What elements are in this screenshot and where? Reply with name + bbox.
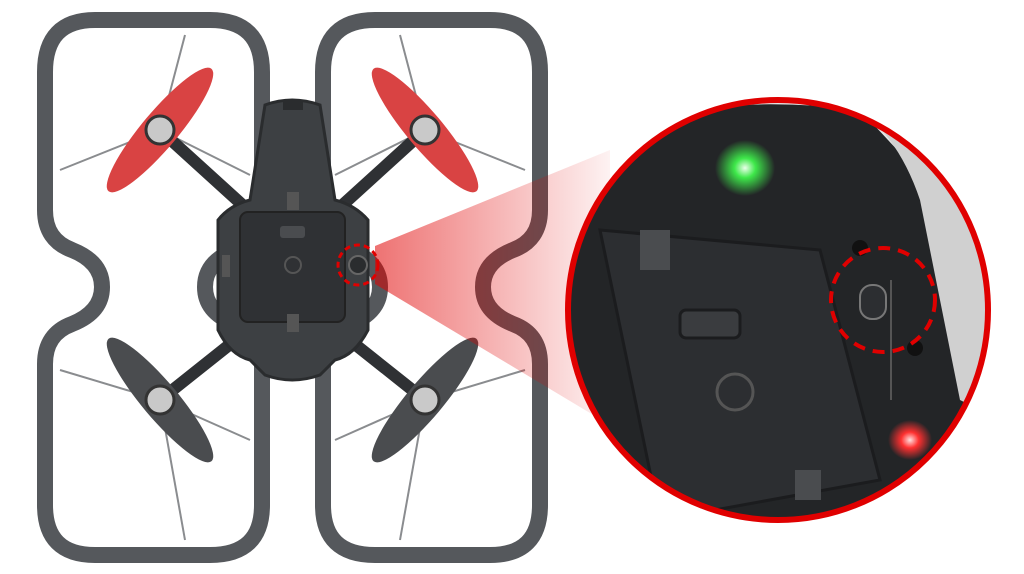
power-button-icon: [859, 284, 887, 320]
callout-beam: [375, 150, 610, 425]
button-highlight-large: [829, 246, 937, 354]
drone-body: [216, 98, 370, 382]
front-left-propeller: [106, 67, 214, 193]
front-right-propeller: [371, 67, 479, 193]
zoom-callout: [565, 97, 991, 523]
rear-left-propeller: [106, 337, 214, 463]
rear-right-propeller: [371, 337, 479, 463]
